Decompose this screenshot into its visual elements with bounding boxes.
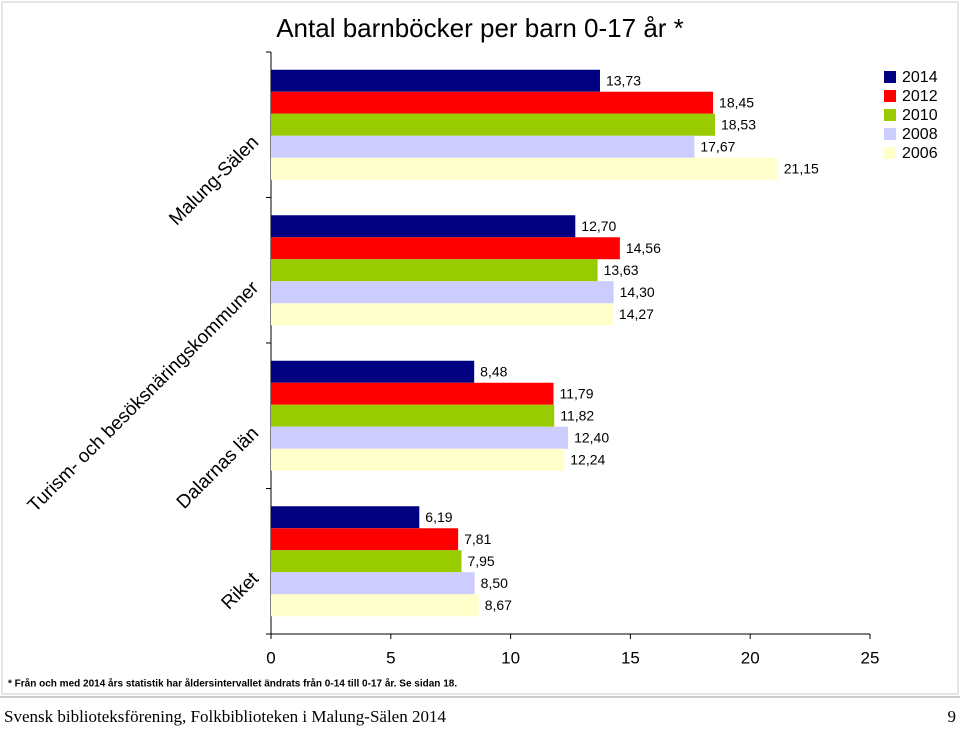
x-tick-label: 15 <box>621 648 640 667</box>
value-label: 21,15 <box>784 160 819 176</box>
value-label: 8,50 <box>481 575 508 591</box>
x-tick-label: 10 <box>501 648 520 667</box>
x-tick-label: 20 <box>741 648 760 667</box>
legend-label: 2006 <box>902 145 938 162</box>
value-label: 18,45 <box>719 94 754 110</box>
bar <box>271 506 420 529</box>
legend-label: 2012 <box>902 88 938 105</box>
value-label: 7,95 <box>467 553 494 569</box>
legend-label: 2014 <box>902 69 938 86</box>
bar <box>271 113 715 136</box>
legend-label: 2008 <box>902 126 938 143</box>
legend-swatch <box>884 109 896 121</box>
value-label: 12,70 <box>581 218 616 234</box>
bar <box>271 528 459 551</box>
bar <box>271 360 475 383</box>
value-label: 12,24 <box>570 451 605 467</box>
legend-swatch <box>884 71 896 83</box>
value-label: 8,67 <box>485 597 512 613</box>
bar <box>271 215 576 238</box>
value-label: 6,19 <box>425 509 452 525</box>
bar <box>271 426 569 449</box>
value-label: 14,27 <box>619 306 654 322</box>
bar <box>271 404 555 427</box>
bar <box>271 237 620 260</box>
bar <box>271 91 714 114</box>
x-tick-label: 5 <box>386 648 395 667</box>
chart-title: Antal barnböcker per barn 0-17 år * <box>276 13 684 43</box>
bar <box>271 594 479 617</box>
bar <box>271 135 695 158</box>
footer-text: Svensk biblioteksförening, Folkbibliotek… <box>4 707 446 726</box>
value-label: 13,73 <box>606 72 641 88</box>
bar <box>271 281 614 304</box>
value-label: 17,67 <box>700 138 735 154</box>
value-label: 13,63 <box>604 262 639 278</box>
legend-swatch <box>884 90 896 102</box>
value-label: 8,48 <box>480 363 507 379</box>
x-tick-label: 25 <box>861 648 880 667</box>
bar <box>271 259 598 282</box>
bar <box>271 448 565 471</box>
bar <box>271 69 600 92</box>
value-label: 14,30 <box>620 284 655 300</box>
bar <box>271 572 475 595</box>
bar <box>271 303 613 326</box>
legend-swatch <box>884 128 896 140</box>
x-tick-label: 0 <box>266 648 275 667</box>
value-label: 12,40 <box>574 429 609 445</box>
page-number: 9 <box>948 707 957 726</box>
footnote: * Från och med 2014 års statistik har ål… <box>8 678 457 690</box>
legend-swatch <box>884 147 896 159</box>
value-label: 18,53 <box>721 116 756 132</box>
legend-label: 2010 <box>902 107 938 124</box>
value-label: 11,82 <box>560 407 594 423</box>
value-label: 14,56 <box>626 240 661 256</box>
bar <box>271 550 462 573</box>
bar <box>271 157 778 180</box>
value-label: 11,79 <box>559 385 593 401</box>
value-label: 7,81 <box>464 531 491 547</box>
bar <box>271 382 554 405</box>
